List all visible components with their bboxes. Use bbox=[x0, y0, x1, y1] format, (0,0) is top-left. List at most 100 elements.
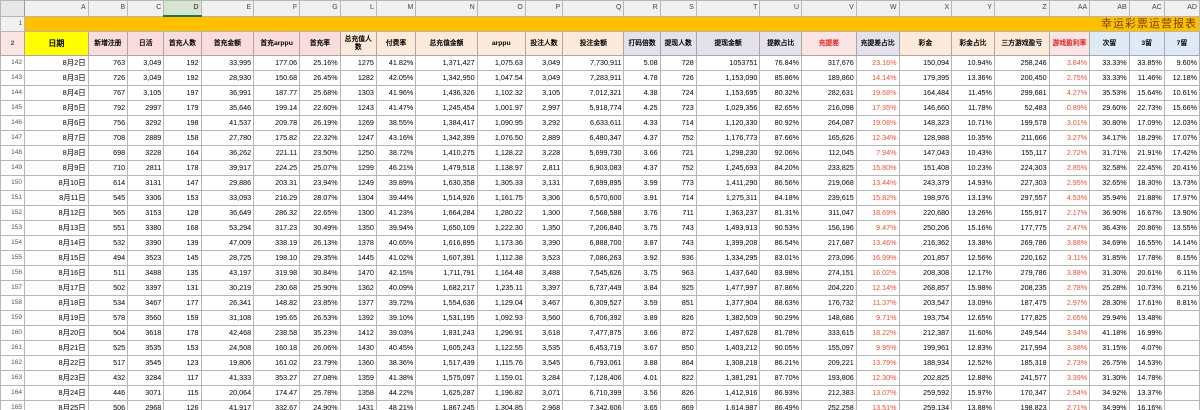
cell-r152-c15[interactable]: 1,363,237 bbox=[695, 205, 761, 221]
cell-r146-c13[interactable]: 4.33 bbox=[623, 115, 661, 131]
cell-r153-c8[interactable]: 39.94% bbox=[375, 220, 417, 236]
cell-r143-c25[interactable]: 12.18% bbox=[1163, 70, 1200, 86]
cell-r144-c12[interactable]: 7,012,321 bbox=[562, 85, 625, 101]
cell-r145-c9[interactable]: 1,245,454 bbox=[415, 100, 478, 116]
cell-r160-c2[interactable]: 3618 bbox=[127, 325, 165, 341]
cell-r142-c15[interactable]: 1053751 bbox=[695, 55, 761, 71]
cell-r147-c10[interactable]: 1,076.50 bbox=[476, 130, 526, 146]
cell-r161-c24[interactable]: 4.07% bbox=[1128, 340, 1165, 356]
cell-r165-c9[interactable]: 1,867,245 bbox=[415, 400, 478, 410]
cell-r153-c20[interactable]: 15.16% bbox=[951, 220, 995, 236]
cell-r165-c4[interactable]: 41,917 bbox=[200, 400, 255, 410]
column-header-V[interactable]: V bbox=[801, 0, 857, 17]
cell-r158-c21[interactable]: 187,475 bbox=[993, 295, 1050, 311]
cell-r165-c23[interactable]: 34.99% bbox=[1089, 400, 1130, 410]
cell-r156-c8[interactable]: 42.15% bbox=[375, 265, 417, 281]
cell-r161-c1[interactable]: 525 bbox=[87, 340, 129, 356]
table-row[interactable]: 146 8月6日 756 3292 198 41,537 209.78 26.19% 1269 3… bbox=[0, 115, 1200, 131]
cell-r142-c23[interactable]: 33.33% bbox=[1089, 55, 1130, 71]
cell-r154-c3[interactable]: 139 bbox=[163, 235, 202, 251]
cell-r161-c16[interactable]: 90.05% bbox=[759, 340, 802, 356]
cell-r143-c24[interactable]: 11.46% bbox=[1128, 70, 1165, 86]
row-header-151[interactable]: 151 bbox=[0, 190, 26, 206]
cell-r154-c22[interactable]: 3.88% bbox=[1048, 235, 1091, 251]
cell-r152-c16[interactable]: 81.31% bbox=[759, 205, 802, 221]
cell-r158-c14[interactable]: 851 bbox=[659, 295, 697, 311]
row-header-152[interactable]: 152 bbox=[0, 205, 26, 221]
table-row[interactable]: 142 8月2日 763 3,049 192 33,995 177.06 25.16% 1275… bbox=[0, 55, 1200, 71]
cell-r160-c23[interactable]: 41.18% bbox=[1089, 325, 1130, 341]
cell-r143-c13[interactable]: 4.78 bbox=[623, 70, 661, 86]
cell-r142-c22[interactable]: 3.84% bbox=[1048, 55, 1091, 71]
cell-r155-c14[interactable]: 936 bbox=[659, 250, 697, 266]
table-row[interactable]: 156 8月16日 511 3488 135 43,197 319.98 30.84% 1470… bbox=[0, 265, 1200, 281]
row-header-153[interactable]: 153 bbox=[0, 220, 26, 236]
cell-r164-c18[interactable]: 13.07% bbox=[855, 385, 900, 401]
cell-r144-c14[interactable]: 724 bbox=[659, 85, 697, 101]
cell-r165-c22[interactable]: 2.71% bbox=[1048, 400, 1091, 410]
cell-r152-c20[interactable]: 13.26% bbox=[951, 205, 995, 221]
cell-r163-c3[interactable]: 117 bbox=[163, 370, 202, 386]
cell-r163-c6[interactable]: 27.08% bbox=[299, 370, 341, 386]
cell-r152-c25[interactable]: 13.90% bbox=[1163, 205, 1200, 221]
cell-r151-c12[interactable]: 6,570,600 bbox=[562, 190, 625, 206]
cell-r163-c22[interactable]: 3.39% bbox=[1048, 370, 1091, 386]
cell-r161-c19[interactable]: 199,961 bbox=[898, 340, 953, 356]
cell-r151-c21[interactable]: 297,557 bbox=[993, 190, 1050, 206]
cell-r160-c11[interactable]: 3,618 bbox=[524, 325, 564, 341]
cell-r149-c6[interactable]: 25.07% bbox=[299, 160, 341, 176]
cell-r147-c19[interactable]: 128,988 bbox=[898, 130, 953, 146]
cell-r163-c11[interactable]: 3,284 bbox=[524, 370, 564, 386]
cell-r142-c21[interactable]: 258,246 bbox=[993, 55, 1050, 71]
cell-r146-c20[interactable]: 10.71% bbox=[951, 115, 995, 131]
cell-r161-c25[interactable] bbox=[1163, 340, 1200, 356]
column-header-N[interactable]: N bbox=[415, 0, 478, 17]
cell-r157-c1[interactable]: 502 bbox=[87, 280, 129, 296]
table-row[interactable]: 157 8月17日 502 3397 131 30,219 230.68 25.90% 1362… bbox=[0, 280, 1200, 296]
cell-r163-c7[interactable]: 1359 bbox=[339, 370, 377, 386]
cell-r142-c11[interactable]: 3,049 bbox=[524, 55, 564, 71]
cell-r143-c11[interactable]: 3,049 bbox=[524, 70, 564, 86]
cell-r144-c4[interactable]: 36,991 bbox=[200, 85, 255, 101]
cell-r143-c22[interactable]: 2.75% bbox=[1048, 70, 1091, 86]
cell-r142-c0[interactable]: 8月2日 bbox=[24, 55, 89, 71]
cell-r149-c16[interactable]: 84.20% bbox=[759, 160, 802, 176]
cell-r159-c7[interactable]: 1392 bbox=[339, 310, 377, 326]
cell-r154-c5[interactable]: 338.19 bbox=[253, 235, 301, 251]
row-header-142[interactable]: 142 bbox=[0, 55, 26, 71]
cell-r165-c5[interactable]: 332.67 bbox=[253, 400, 301, 410]
cell-r165-c24[interactable]: 16.16% bbox=[1128, 400, 1165, 410]
cell-r164-c13[interactable]: 3.56 bbox=[623, 385, 661, 401]
cell-r143-c5[interactable]: 150.68 bbox=[253, 70, 301, 86]
cell-r146-c21[interactable]: 199,578 bbox=[993, 115, 1050, 131]
cell-r150-c10[interactable]: 1,305.33 bbox=[476, 175, 526, 191]
cell-r158-c6[interactable]: 23.85% bbox=[299, 295, 341, 311]
cell-r156-c20[interactable]: 12.17% bbox=[951, 265, 995, 281]
cell-r157-c10[interactable]: 1,235.11 bbox=[476, 280, 526, 296]
cell-r153-c1[interactable]: 551 bbox=[87, 220, 129, 236]
row-header-148[interactable]: 148 bbox=[0, 145, 26, 161]
cell-r164-c12[interactable]: 6,710,399 bbox=[562, 385, 625, 401]
cell-r149-c5[interactable]: 224.25 bbox=[253, 160, 301, 176]
row-header-156[interactable]: 156 bbox=[0, 265, 26, 281]
cell-r163-c18[interactable]: 12.30% bbox=[855, 370, 900, 386]
cell-r147-c7[interactable]: 1247 bbox=[339, 130, 377, 146]
cell-r148-c3[interactable]: 164 bbox=[163, 145, 202, 161]
column-header-X[interactable]: X bbox=[898, 0, 953, 17]
cell-r151-c11[interactable]: 3,306 bbox=[524, 190, 564, 206]
cell-r157-c5[interactable]: 230.68 bbox=[253, 280, 301, 296]
cell-r161-c22[interactable]: 3.38% bbox=[1048, 340, 1091, 356]
cell-r144-c13[interactable]: 4.38 bbox=[623, 85, 661, 101]
cell-r154-c17[interactable]: 217,687 bbox=[801, 235, 857, 251]
cell-r154-c18[interactable]: 13.46% bbox=[855, 235, 900, 251]
table-row[interactable]: 163 8月23日 432 3284 117 41,333 353.27 27.08% 1359… bbox=[0, 370, 1200, 386]
cell-r149-c14[interactable]: 752 bbox=[659, 160, 697, 176]
cell-r163-c20[interactable]: 12.88% bbox=[951, 370, 995, 386]
cell-r155-c25[interactable]: 8.15% bbox=[1163, 250, 1200, 266]
cell-r148-c2[interactable]: 3228 bbox=[127, 145, 165, 161]
cell-r146-c11[interactable]: 3,292 bbox=[524, 115, 564, 131]
cell-r162-c25[interactable] bbox=[1163, 355, 1200, 371]
column-header-T[interactable]: T bbox=[695, 0, 761, 17]
cell-r149-c18[interactable]: 15.80% bbox=[855, 160, 900, 176]
cell-r155-c20[interactable]: 12.56% bbox=[951, 250, 995, 266]
